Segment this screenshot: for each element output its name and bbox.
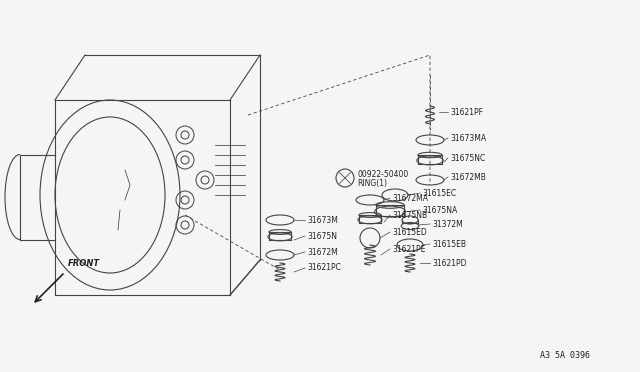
Text: 31675NA: 31675NA [422, 205, 457, 215]
Text: 31621PE: 31621PE [392, 244, 426, 253]
Text: 31675NC: 31675NC [450, 154, 485, 163]
Text: 31621PF: 31621PF [450, 108, 483, 116]
Text: RING(1): RING(1) [357, 179, 387, 187]
Text: 31615EC: 31615EC [422, 189, 456, 198]
Text: 31672M: 31672M [307, 247, 338, 257]
Text: 00922-50400: 00922-50400 [357, 170, 408, 179]
Text: 31673MA: 31673MA [450, 134, 486, 142]
Text: 31615EB: 31615EB [432, 240, 466, 248]
Text: A3 5A 0396: A3 5A 0396 [540, 351, 590, 360]
Text: 31621PD: 31621PD [432, 259, 467, 267]
Text: FRONT: FRONT [68, 259, 100, 268]
Text: 31672MB: 31672MB [450, 173, 486, 182]
Text: 31675N: 31675N [307, 231, 337, 241]
Text: 31621PC: 31621PC [307, 263, 341, 273]
Text: 31372M: 31372M [432, 219, 463, 228]
Text: 31675NB: 31675NB [392, 211, 427, 219]
Text: 31673M: 31673M [307, 215, 338, 224]
Text: 31615ED: 31615ED [392, 228, 427, 237]
Text: 31672MA: 31672MA [392, 193, 428, 202]
